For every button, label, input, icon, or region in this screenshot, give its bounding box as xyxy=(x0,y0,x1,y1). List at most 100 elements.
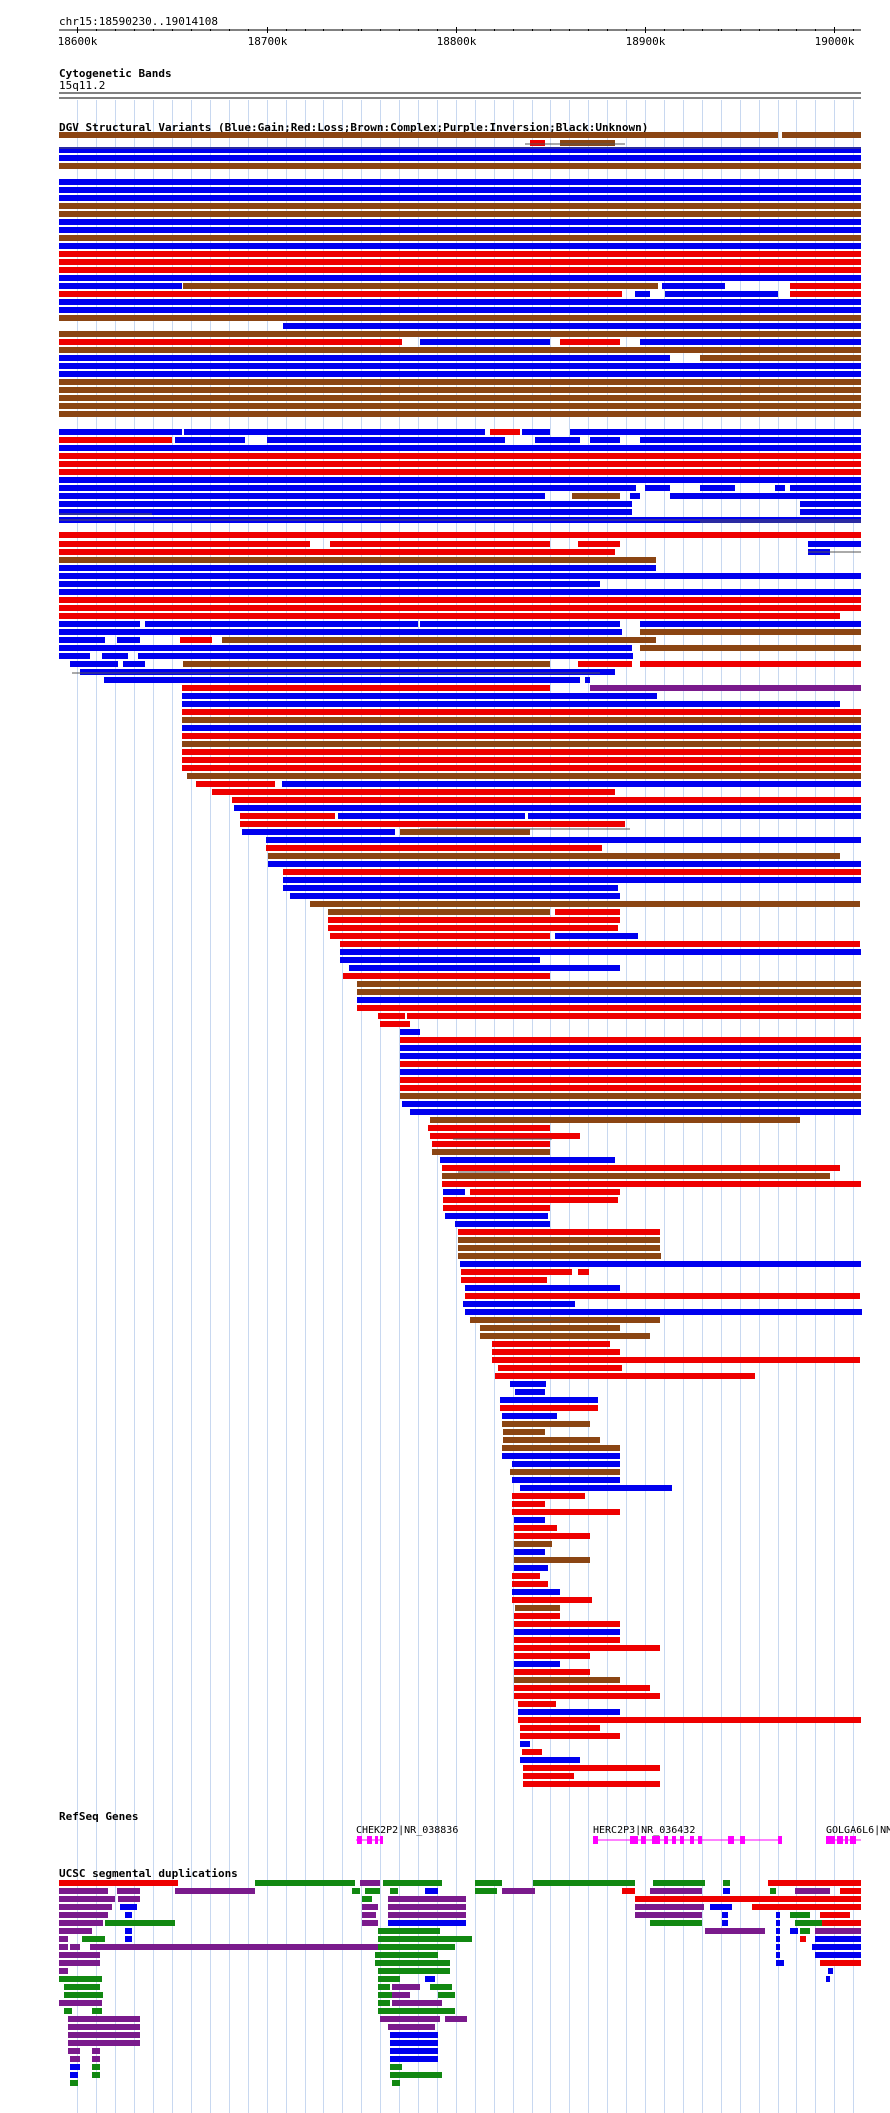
dgv-variant-bar[interactable] xyxy=(518,1709,620,1715)
dgv-variant-bar[interactable] xyxy=(514,1613,560,1619)
dgv-variant-bar[interactable] xyxy=(460,1261,861,1267)
segdup-bar[interactable] xyxy=(59,1904,112,1910)
dgv-variant-bar[interactable] xyxy=(59,621,140,627)
segdup-bar[interactable] xyxy=(445,2016,467,2022)
dgv-variant-bar[interactable] xyxy=(59,187,861,193)
segdup-track[interactable] xyxy=(59,1880,861,2086)
segdup-bar[interactable] xyxy=(117,1888,140,1894)
dgv-variant-bar[interactable] xyxy=(514,1557,590,1563)
dgv-variant-bar[interactable] xyxy=(458,1237,660,1243)
dgv-variant-bar[interactable] xyxy=(523,1765,660,1771)
segdup-bar[interactable] xyxy=(59,1912,108,1918)
dgv-variant-bar[interactable] xyxy=(492,1349,620,1355)
dgv-variant-bar[interactable] xyxy=(560,140,615,146)
dgv-variant-bar[interactable] xyxy=(590,437,620,443)
dgv-variant-bar[interactable] xyxy=(520,1733,620,1739)
segdup-bar[interactable] xyxy=(59,1896,115,1902)
dgv-variant-bar[interactable] xyxy=(266,837,861,843)
dgv-variant-bar[interactable] xyxy=(138,653,633,659)
dgv-variant-bar[interactable] xyxy=(520,1741,530,1747)
dgv-variant-bar[interactable] xyxy=(700,355,861,361)
dgv-variant-bar[interactable] xyxy=(59,589,861,595)
dgv-variant-bar[interactable] xyxy=(59,549,615,555)
dgv-variant-bar[interactable] xyxy=(59,493,545,499)
dgv-variant-bar[interactable] xyxy=(59,557,656,563)
segdup-bar[interactable] xyxy=(390,2048,438,2054)
dgv-variant-bar[interactable] xyxy=(59,211,861,217)
dgv-variant-bar[interactable] xyxy=(490,429,520,435)
dgv-variant-bar[interactable] xyxy=(640,645,861,651)
segdup-bar[interactable] xyxy=(68,2040,140,2046)
dgv-variant-bar[interactable] xyxy=(518,1701,556,1707)
dgv-variant-bar[interactable] xyxy=(515,1389,545,1395)
dgv-variant-bar[interactable] xyxy=(514,1653,590,1659)
dgv-variant-bar[interactable] xyxy=(808,541,861,547)
segdup-bar[interactable] xyxy=(59,1952,100,1958)
segdup-bar[interactable] xyxy=(438,1992,455,1998)
dgv-variant-bar[interactable] xyxy=(59,339,402,345)
dgv-variant-bar[interactable] xyxy=(432,1149,550,1155)
segdup-bar[interactable] xyxy=(776,1912,780,1918)
dgv-variant-bar[interactable] xyxy=(222,637,656,643)
dgv-variant-bar[interactable] xyxy=(410,1109,861,1115)
dgv-variant-bar[interactable] xyxy=(495,1373,755,1379)
gene-exon[interactable] xyxy=(672,1836,676,1844)
dgv-variant-bar[interactable] xyxy=(665,291,778,297)
dgv-variant-bar[interactable] xyxy=(59,411,861,417)
dgv-variant-bar[interactable] xyxy=(349,965,620,971)
dgv-variant-bar[interactable] xyxy=(59,597,861,603)
dgv-variant-bar[interactable] xyxy=(59,291,622,297)
gene-exon[interactable] xyxy=(690,1836,694,1844)
segdup-bar[interactable] xyxy=(723,1888,730,1894)
dgv-variant-bar[interactable] xyxy=(59,453,861,459)
dgv-variant-bar[interactable] xyxy=(503,1437,600,1443)
segdup-bar[interactable] xyxy=(92,2056,100,2062)
dgv-variant-bar[interactable] xyxy=(455,1221,550,1227)
dgv-variant-bar[interactable] xyxy=(514,1693,660,1699)
segdup-bar[interactable] xyxy=(820,1912,850,1918)
segdup-bar[interactable] xyxy=(800,1936,806,1942)
dgv-variant-bar[interactable] xyxy=(514,1533,590,1539)
dgv-variant-bar[interactable] xyxy=(514,1669,590,1675)
dgv-variant-bar[interactable] xyxy=(232,797,861,803)
dgv-variant-bar[interactable] xyxy=(515,1605,560,1611)
dgv-variant-bar[interactable] xyxy=(59,387,861,393)
segdup-bar[interactable] xyxy=(815,1928,861,1934)
dgv-variant-bar[interactable] xyxy=(430,1133,580,1139)
segdup-bar[interactable] xyxy=(378,1928,440,1934)
segdup-bar[interactable] xyxy=(650,1888,702,1894)
gene-exon[interactable] xyxy=(652,1836,660,1844)
dgv-variant-bar[interactable] xyxy=(59,283,182,289)
segdup-bar[interactable] xyxy=(70,2056,80,2062)
dgv-variant-bar[interactable] xyxy=(59,307,861,313)
dgv-variant-bar[interactable] xyxy=(196,781,275,787)
segdup-bar[interactable] xyxy=(70,2072,78,2078)
dgv-variant-bar[interactable] xyxy=(522,429,550,435)
dgv-variant-bar[interactable] xyxy=(585,677,590,683)
segdup-bar[interactable] xyxy=(390,2064,402,2070)
dgv-variant-bar[interactable] xyxy=(59,565,656,571)
dgv-variant-bar[interactable] xyxy=(640,437,861,443)
dgv-variant-bar[interactable] xyxy=(402,1101,861,1107)
segdup-bar[interactable] xyxy=(622,1888,635,1894)
dgv-variant-bar[interactable] xyxy=(357,989,861,995)
dgv-variant-bar[interactable] xyxy=(59,203,861,209)
dgv-variant-bar[interactable] xyxy=(145,621,418,627)
dgv-variant-bar[interactable] xyxy=(182,765,861,771)
dgv-variant-bar[interactable] xyxy=(400,1045,861,1051)
segdup-bar[interactable] xyxy=(800,1928,810,1934)
dgv-variant-bar[interactable] xyxy=(555,933,638,939)
segdup-bar[interactable] xyxy=(815,1936,861,1942)
dgv-variant-bar[interactable] xyxy=(635,291,650,297)
segdup-bar[interactable] xyxy=(68,2024,140,2030)
segdup-bar[interactable] xyxy=(125,1912,132,1918)
dgv-variant-bar[interactable] xyxy=(572,493,620,499)
dgv-variant-bar[interactable] xyxy=(443,1197,618,1203)
segdup-bar[interactable] xyxy=(118,1896,140,1902)
dgv-variant-bar[interactable] xyxy=(502,1445,620,1451)
dgv-variant-bar[interactable] xyxy=(182,741,861,747)
dgv-variant-bar[interactable] xyxy=(182,709,861,715)
gene-exon[interactable] xyxy=(641,1836,646,1844)
segdup-bar[interactable] xyxy=(392,1992,410,1998)
dgv-variant-bar[interactable] xyxy=(59,331,861,337)
